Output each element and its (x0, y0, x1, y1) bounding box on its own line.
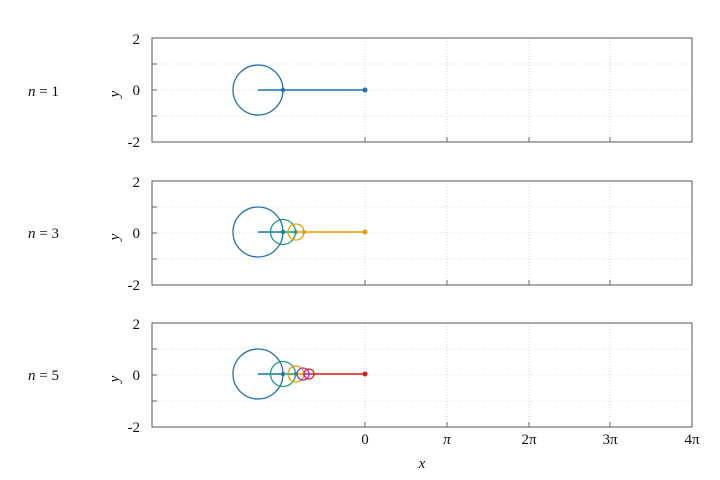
svg-text:y: y (107, 375, 123, 384)
svg-text:0: 0 (133, 83, 141, 99)
panel-n1: 2 0 -2 y n = 1 (28, 32, 693, 151)
svg-text:π: π (443, 432, 451, 448)
svg-text:2π: 2π (521, 432, 537, 448)
svg-text:4π: 4π (684, 432, 700, 448)
svg-text:3π: 3π (602, 432, 618, 448)
svg-text:x: x (418, 456, 426, 472)
svg-text:-2: -2 (128, 278, 141, 294)
panel-n5: 2 0 -2 y n = 5 (28, 317, 693, 436)
svg-text:-2: -2 (128, 135, 141, 151)
svg-text:n = 1: n = 1 (28, 84, 59, 100)
svg-text:0: 0 (133, 226, 141, 242)
svg-text:2: 2 (133, 175, 141, 191)
svg-text:2: 2 (133, 317, 141, 333)
svg-text:-2: -2 (128, 420, 141, 436)
svg-text:2: 2 (133, 32, 141, 48)
svg-text:n = 3: n = 3 (28, 226, 59, 242)
svg-text:y: y (107, 233, 123, 242)
svg-text:n = 5: n = 5 (28, 368, 59, 384)
panel-n3: 2 0 -2 y n = 3 (28, 175, 693, 294)
svg-text:0: 0 (361, 432, 369, 448)
x-axis: 0 π 2π 3π 4π x (361, 432, 700, 472)
svg-text:0: 0 (133, 368, 141, 384)
svg-text:y: y (107, 90, 123, 99)
